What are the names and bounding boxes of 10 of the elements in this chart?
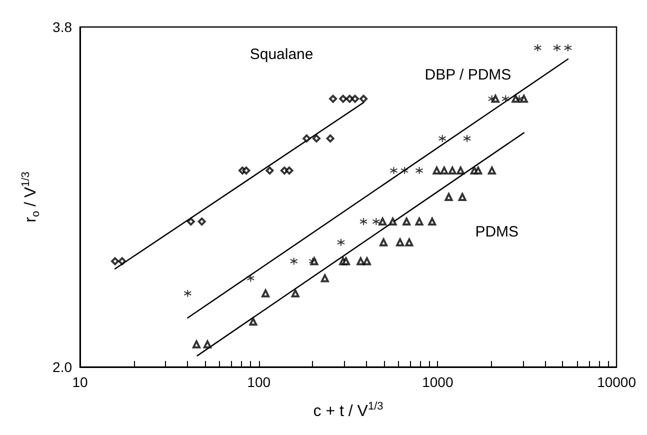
y-axis-title: ro / V1/3: [20, 172, 42, 222]
y-tick-label: 3.8: [52, 19, 72, 35]
x-tick-label: 10: [72, 374, 88, 390]
y-tick-label: 2.0: [52, 359, 72, 375]
text: Squalane: [250, 46, 314, 64]
series-label: DBP / PDMS: [424, 66, 512, 84]
series-label: PDMS: [475, 223, 519, 240]
x-tick-label: 1000: [422, 374, 454, 390]
x-tick-label: 100: [247, 374, 271, 390]
x-tick-label: 10000: [597, 374, 636, 390]
